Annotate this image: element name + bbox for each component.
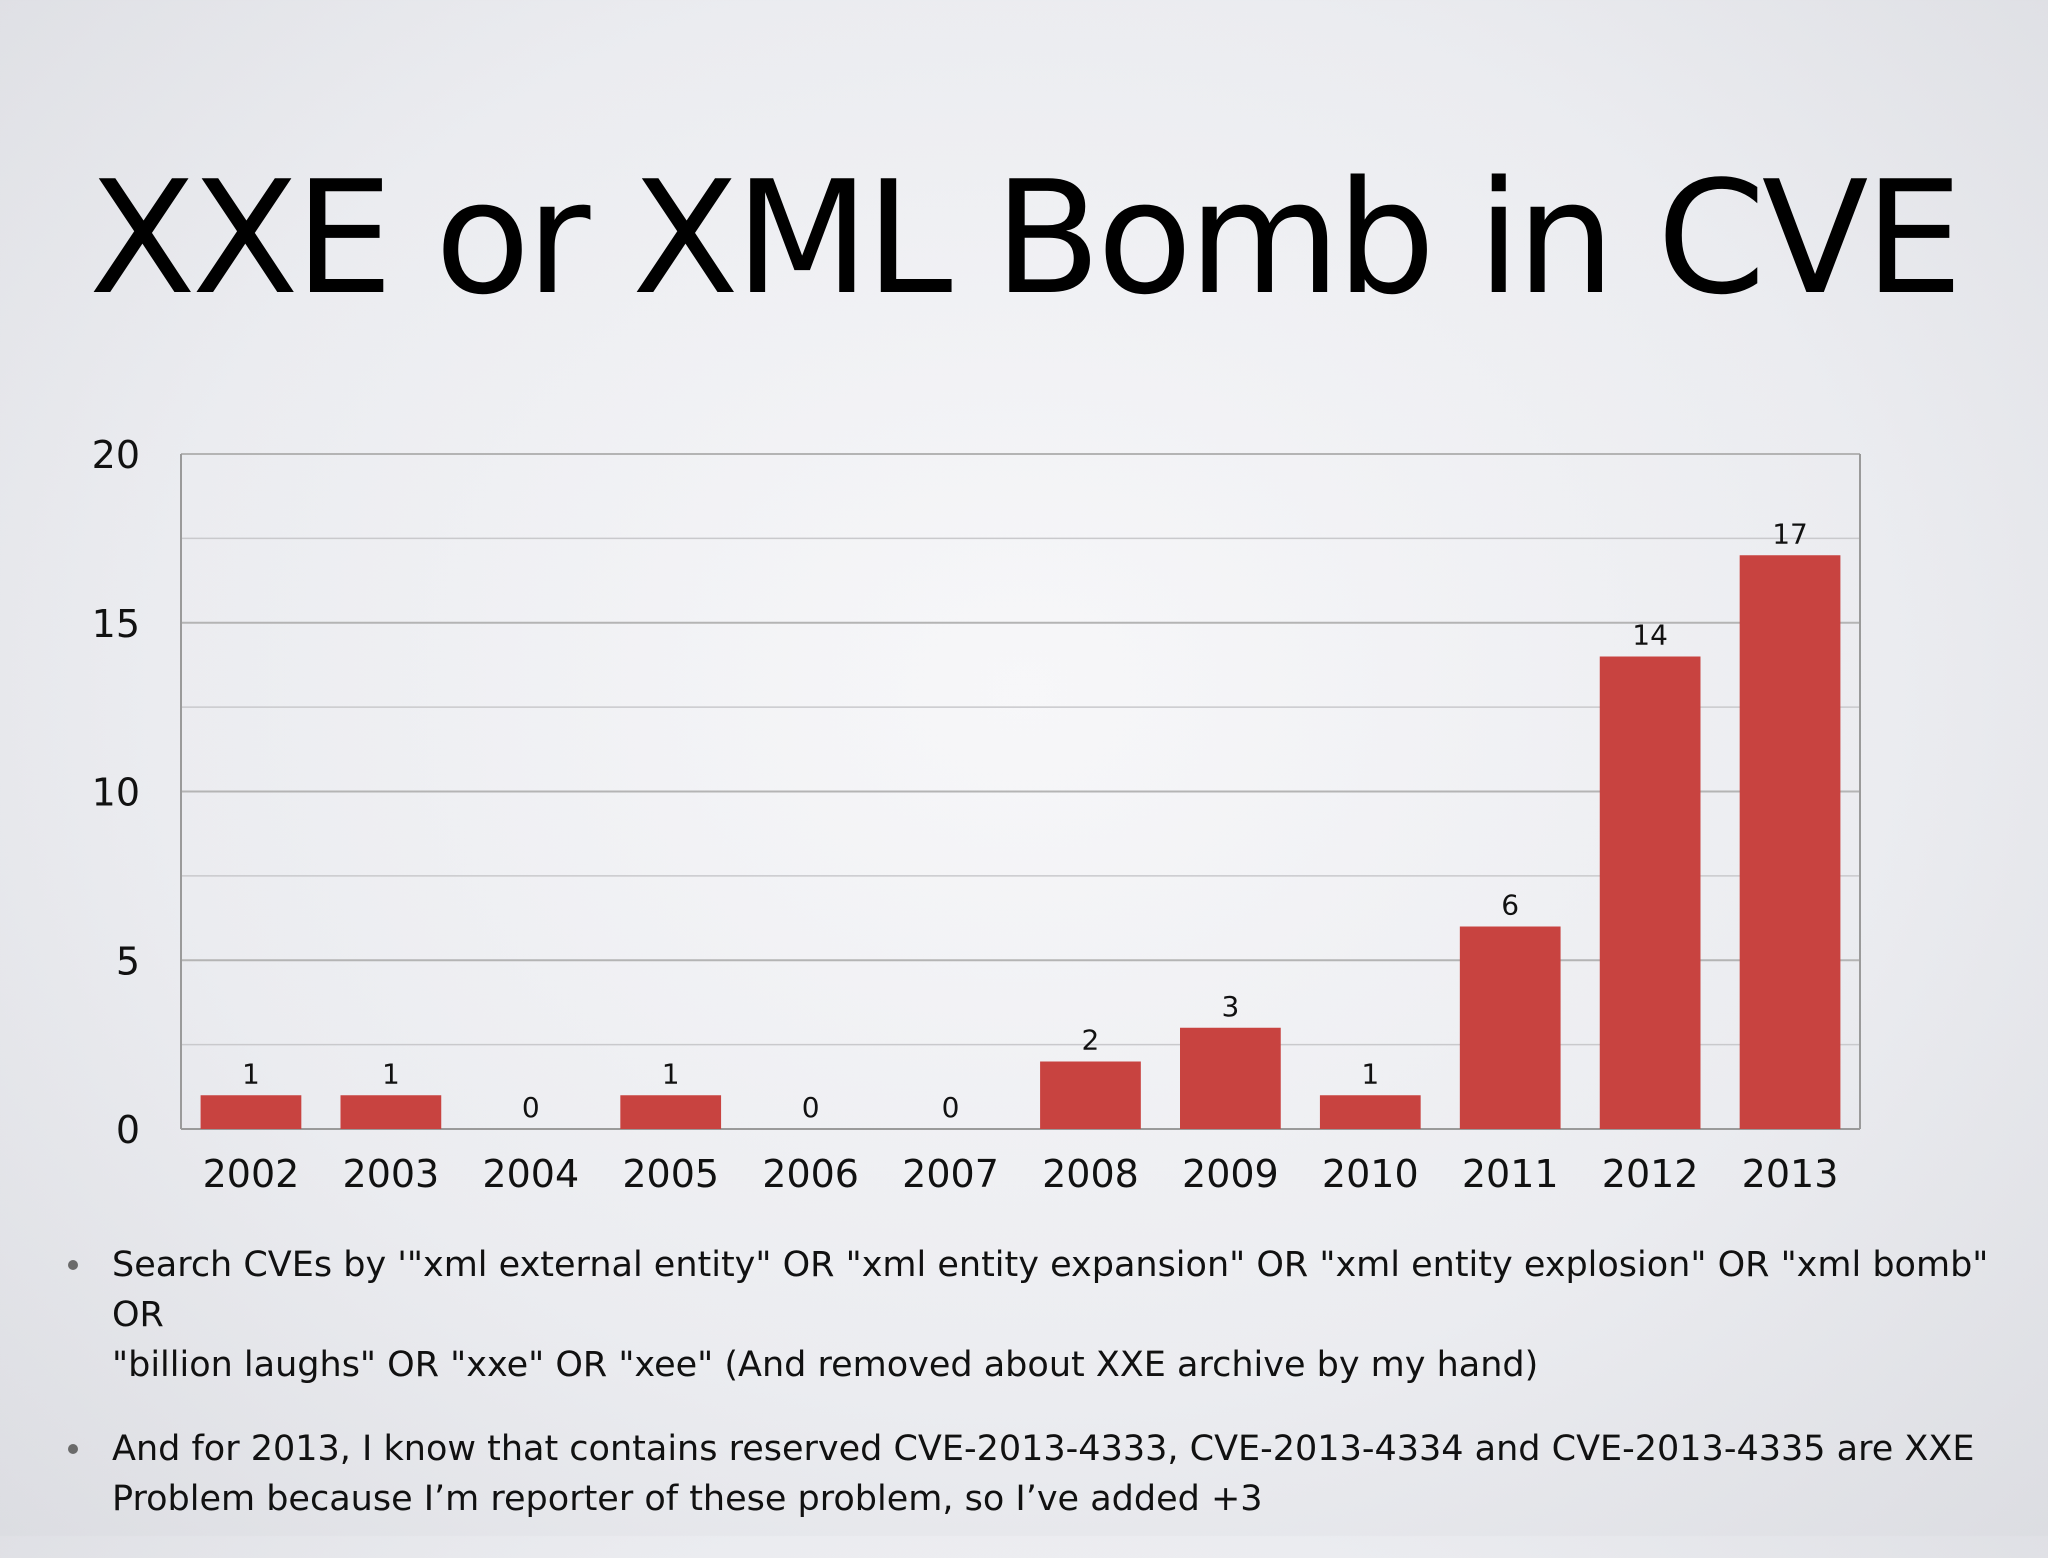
x-tick-label: 2003: [343, 1152, 440, 1196]
data-label: 0: [942, 1091, 960, 1124]
bullet-line: And for 2013, I know that contains reser…: [112, 1429, 1975, 1469]
bar: [1459, 926, 1561, 1129]
x-tick-label: 2013: [1742, 1152, 1839, 1196]
data-label: 1: [242, 1057, 260, 1090]
x-tick-label: 2010: [1322, 1152, 1419, 1196]
x-tick-label: 2006: [762, 1152, 859, 1196]
bar: [1040, 1061, 1141, 1129]
bullet-line: "billion laughs" OR "xxe" OR "xee" (And …: [112, 1345, 1539, 1385]
bar: [1319, 1095, 1421, 1129]
bullet-dot-icon: [68, 1444, 78, 1454]
x-tick-label: 2009: [1182, 1152, 1279, 1196]
data-label: 6: [1501, 889, 1519, 922]
bar: [620, 1095, 722, 1129]
bullet-item-search-query: Search CVEs by '"xml external entity" OR…: [64, 1240, 2004, 1390]
bar: [1180, 1027, 1281, 1129]
data-label: 1: [662, 1057, 680, 1090]
x-tick-label: 2012: [1602, 1152, 1699, 1196]
x-tick-label: 2004: [482, 1152, 579, 1196]
data-label: 14: [1632, 619, 1668, 652]
bar: [200, 1095, 302, 1129]
y-tick-label: 0: [116, 1108, 140, 1152]
bar: [1599, 656, 1701, 1129]
y-tick-label: 5: [116, 939, 140, 983]
data-label: 17: [1772, 517, 1808, 550]
data-label: 2: [1082, 1024, 1100, 1057]
x-tick-label: 2011: [1462, 1152, 1559, 1196]
x-tick-label: 2005: [622, 1152, 719, 1196]
bullet-line: Problem because I’m reporter of these pr…: [112, 1479, 1263, 1519]
data-label: 1: [382, 1057, 400, 1090]
bar: [1739, 555, 1841, 1129]
data-label: 1: [1361, 1057, 1379, 1090]
y-tick-label: 10: [92, 771, 140, 815]
data-label: 0: [522, 1091, 540, 1124]
bar: [340, 1095, 442, 1129]
y-tick-label: 20: [92, 433, 140, 477]
x-tick-label: 2007: [902, 1152, 999, 1196]
x-tick-label: 2008: [1042, 1152, 1139, 1196]
data-label: 3: [1221, 990, 1239, 1023]
bullet-list: Search CVEs by '"xml external entity" OR…: [64, 1240, 2004, 1558]
bullet-item-2013-note: And for 2013, I know that contains reser…: [64, 1424, 2004, 1524]
y-tick-label: 15: [92, 602, 140, 646]
bullet-line: Search CVEs by '"xml external entity" OR…: [112, 1245, 1989, 1335]
slide-title: XXE or XML Bomb in CVE: [88, 147, 1963, 329]
data-label: 0: [802, 1091, 820, 1124]
bullet-dot-icon: [68, 1260, 78, 1270]
x-tick-label: 2002: [203, 1152, 300, 1196]
